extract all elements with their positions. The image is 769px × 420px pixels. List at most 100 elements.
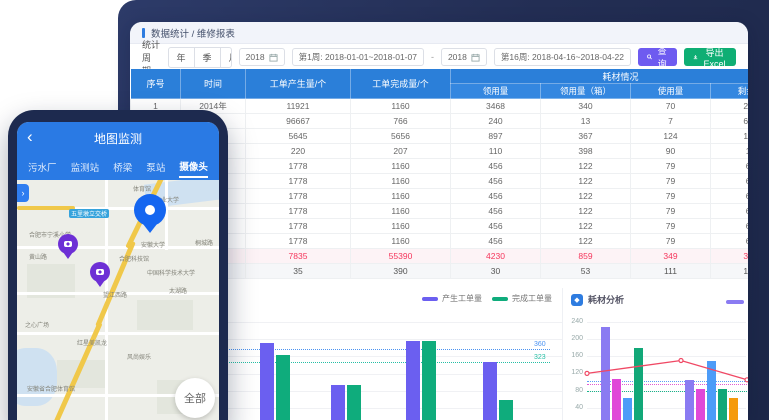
table-cell: 1778 xyxy=(245,188,351,204)
map-pin-selected[interactable] xyxy=(134,194,166,233)
period-option-年[interactable]: 年 xyxy=(169,47,195,67)
table-cell: 79 xyxy=(630,173,711,189)
gridline xyxy=(587,339,746,340)
table-cell: 67 xyxy=(709,203,748,219)
back-icon[interactable]: ‹ xyxy=(27,127,33,146)
camera-pin[interactable] xyxy=(90,262,110,287)
table-row: 12014年119211160346834070250 xyxy=(130,98,748,114)
table-cell: 207 xyxy=(350,143,451,159)
consumable-chart-panel: ◆ 耗材分析 240 200 160 120 80 40 xyxy=(562,288,748,420)
gridline xyxy=(587,373,746,375)
phone-tab-摄像头[interactable]: 摄像头 xyxy=(179,156,208,178)
bar xyxy=(612,378,621,420)
table-cell: 67 xyxy=(709,158,748,174)
phone-tab-泵站[interactable]: 泵站 xyxy=(146,163,166,174)
period-option-月[interactable]: 月 xyxy=(221,48,231,67)
table-cell: 122 xyxy=(540,218,631,234)
road xyxy=(17,332,219,335)
week-end-input[interactable]: 第16周: 2018-04-16~2018-04-22 xyxy=(493,48,631,66)
bar xyxy=(696,388,705,420)
period-option-季[interactable]: 季 xyxy=(195,47,221,67)
table-cell: 79 xyxy=(630,203,711,219)
week-start-input[interactable]: 第1周: 2018-01-01~2018-01-07 xyxy=(291,48,424,66)
table-cell: 897 xyxy=(450,128,541,144)
phone-tab-监测站[interactable]: 监测站 xyxy=(70,163,100,174)
table-cell: 96667 xyxy=(245,113,351,129)
phone-tab-桥梁[interactable]: 桥梁 xyxy=(113,163,133,174)
road xyxy=(17,246,219,249)
legend-item[interactable]: 完成工单量 xyxy=(492,293,552,304)
phone-header: ‹ 地图监测 xyxy=(17,122,219,154)
all-filter-button[interactable]: 全部 xyxy=(175,378,215,418)
table-cell: 122 xyxy=(540,158,631,174)
table-cell: 349 xyxy=(630,248,711,264)
gridline xyxy=(130,339,562,340)
table-cell: 1160 xyxy=(350,218,451,234)
group-header: 耗材情况 xyxy=(449,68,748,84)
sub-header: 使用量 xyxy=(630,83,711,99)
legend-marker xyxy=(422,296,438,301)
table-cell: 340 xyxy=(540,98,631,114)
y-axis-tick: 40 xyxy=(575,403,583,411)
phone-mockup: ‹ 地图监测 污水厂 监测站 桥梁 泵站 摄像头 xyxy=(8,110,228,420)
calendar-icon xyxy=(471,53,480,62)
map-expand-button[interactable]: › xyxy=(17,184,29,202)
map-label: 安徽省合肥体育馆 xyxy=(27,387,76,393)
table-cell: 53 xyxy=(540,263,631,279)
table-cell: 859 xyxy=(540,248,631,264)
map-label: 合肥科技馆 xyxy=(119,257,150,263)
year-end-select[interactable]: 2018 xyxy=(440,48,487,66)
chart-legend: 产生工单量 完成工单量 xyxy=(422,293,552,304)
table-cell: 1160 xyxy=(350,203,451,219)
legend-item[interactable]: 产生工单量 xyxy=(422,293,482,304)
table-cell: 398 xyxy=(540,143,631,159)
bar xyxy=(276,355,290,420)
chart-icon: ◆ xyxy=(571,293,583,306)
road xyxy=(17,207,219,210)
table-cell: 13 xyxy=(540,113,631,129)
table-cell: 334 xyxy=(709,248,748,264)
table-cell: 4230 xyxy=(450,248,541,264)
gridline xyxy=(587,321,746,323)
col-header: 时间 xyxy=(180,68,246,99)
export-excel-button[interactable]: 导出Excel xyxy=(684,48,736,69)
breadcrumb-accent-bar xyxy=(142,27,145,38)
bar xyxy=(634,347,643,420)
y-axis-tick: 120 xyxy=(571,369,583,377)
table-cell: 67 xyxy=(709,188,748,204)
bar xyxy=(718,388,727,420)
sub-header: 领用量（箱） xyxy=(540,83,631,99)
map-label: 五里墩立交桥 xyxy=(69,209,110,218)
legend-marker xyxy=(726,300,744,304)
table-cell: 55390 xyxy=(350,248,451,264)
phone-tab-bar: 污水厂 监测站 桥梁 泵站 摄像头 xyxy=(17,154,219,180)
table-cell: 240 xyxy=(450,113,541,129)
breadcrumb: 数据统计 / 维修报表 xyxy=(130,22,748,44)
map-label: 体育馆 xyxy=(133,187,152,193)
table-cell: 11921 xyxy=(245,98,351,114)
reference-label: 360 xyxy=(534,341,546,348)
year-start-select[interactable]: 2018 xyxy=(238,48,285,66)
sub-header: 剩余量 xyxy=(709,83,748,99)
table-cell: 1778 xyxy=(245,218,351,234)
bar xyxy=(729,398,738,420)
breadcrumb-text: 数据统计 / 维修报表 xyxy=(151,28,235,40)
phone-tab-污水厂[interactable]: 污水厂 xyxy=(28,163,57,174)
map-label: 之心广场 xyxy=(25,323,50,329)
bar xyxy=(406,341,420,420)
map-label: 安徽大学 xyxy=(141,243,166,249)
map-block xyxy=(137,300,193,330)
table-cell: 3468 xyxy=(450,98,541,114)
map-view[interactable]: › 全部 体育馆安徽农业大学五里墩立交桥合肥市宁溪小学安徽大学桐城路黄山路合肥科… xyxy=(17,180,219,420)
query-button[interactable]: 查询 xyxy=(637,46,677,69)
table-cell: 456 xyxy=(450,173,541,189)
y-axis-tick: 200 xyxy=(571,335,583,342)
period-segmented-control[interactable]: 年季月周日 xyxy=(167,46,232,68)
table-cell: 19 xyxy=(709,143,748,159)
camera-pin[interactable] xyxy=(58,234,78,259)
calendar-icon xyxy=(269,53,278,62)
table-cell: 690 xyxy=(709,113,748,129)
road xyxy=(17,292,219,295)
bar xyxy=(601,327,610,420)
map-label: 中国科学技术大学 xyxy=(147,271,196,277)
